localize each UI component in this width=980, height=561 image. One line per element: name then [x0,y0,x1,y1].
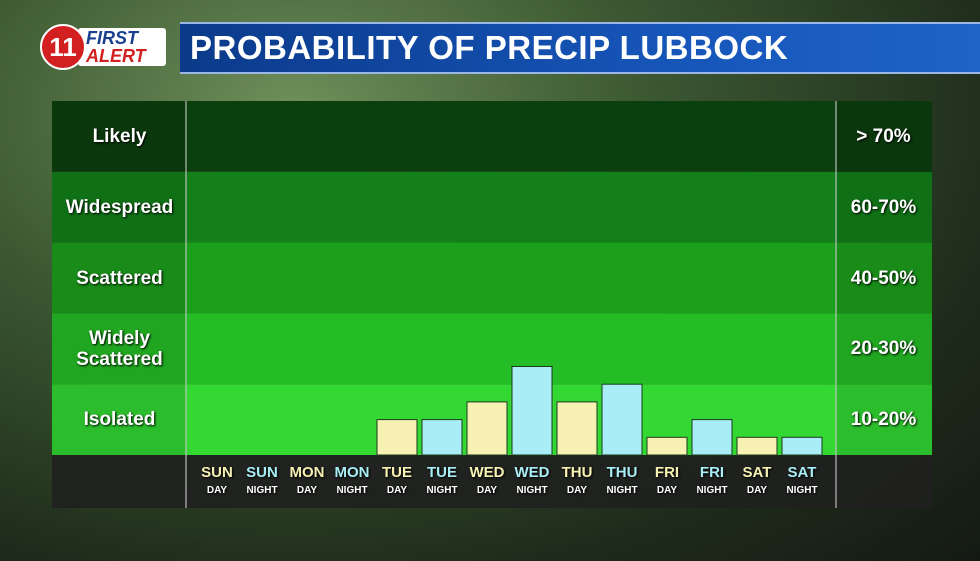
x-tick-sublabel: DAY [386,484,408,496]
x-tick-sublabel: DAY [296,484,318,496]
bar [556,401,598,456]
y2-tick-label: 40-50% [850,267,917,289]
y-tick-label: Likely [92,125,147,147]
x-tick-label: FRI [654,463,680,481]
y-tick-label: Isolated [83,409,156,431]
x-tick-sublabel: NIGHT [606,484,638,496]
y2-tick-label: 60-70% [850,196,917,218]
bar [376,419,418,456]
bar [601,383,643,456]
band-shade [52,384,187,455]
band-shade [52,313,187,385]
logo: 11 FIRST ALERT [40,24,168,70]
y2-tick-label: > 70% [856,125,911,147]
band [52,313,932,385]
x-tick-sublabel: DAY [206,484,228,496]
chart-title: PROBABILITY OF PRECIP LUBBOCK [190,29,789,66]
band-shade [835,384,932,455]
band [52,171,932,243]
x-tick-label: MON [289,463,325,481]
logo-text: ALERT [86,46,146,66]
band-shade [52,242,187,314]
x-tick-label: TUE [427,463,457,481]
x-tick-label: TUE [382,463,412,481]
x-tick-label: SUN [246,463,278,481]
title-bar: PROBABILITY OF PRECIP LUBBOCK [180,22,980,74]
x-tick-sublabel: NIGHT [246,484,278,496]
band [52,101,932,172]
y2-tick-label: 20-30% [850,338,917,360]
bar [736,436,778,456]
bar [511,366,553,456]
y-tick-label: Widely Scattered [76,327,163,370]
bar [781,436,823,456]
bar [421,419,463,456]
x-tick-label: SUN [201,463,233,481]
band-shade [835,242,932,314]
x-tick-label: FRI [699,463,725,481]
logo-text: FIRST [86,28,138,48]
x-tick-label: THU [561,463,593,481]
band-shade [835,171,932,243]
x-tick-sublabel: NIGHT [426,484,458,496]
x-tick-sublabel: DAY [566,484,588,496]
bar [646,436,688,456]
x-tick-label: MON [334,463,370,481]
x-tick-sublabel: DAY [656,484,678,496]
x-tick-sublabel: NIGHT [696,484,728,496]
category-row [52,455,932,508]
band [52,242,932,314]
x-tick-label: WED [469,463,505,481]
x-tick-label: SAT [787,463,817,481]
y-tick-label: Widespread [65,196,174,218]
bar [691,419,733,456]
x-tick-sublabel: NIGHT [516,484,548,496]
band-shade [835,313,932,385]
x-tick-sublabel: NIGHT [786,484,818,496]
logo-number: 11 [40,24,86,70]
x-tick-sublabel: NIGHT [336,484,368,496]
bar [466,401,508,456]
band-shade [835,101,932,172]
x-tick-label: WED [514,463,550,481]
x-tick-label: THU [606,463,638,481]
logo-box [78,28,166,66]
y-tick-label: Scattered [76,267,163,289]
band-shade [52,101,187,172]
y2-tick-label: 10-20% [850,409,917,431]
x-tick-label: SAT [742,463,772,481]
x-tick-sublabel: DAY [476,484,498,496]
x-tick-sublabel: DAY [746,484,768,496]
band-shade [52,171,187,243]
